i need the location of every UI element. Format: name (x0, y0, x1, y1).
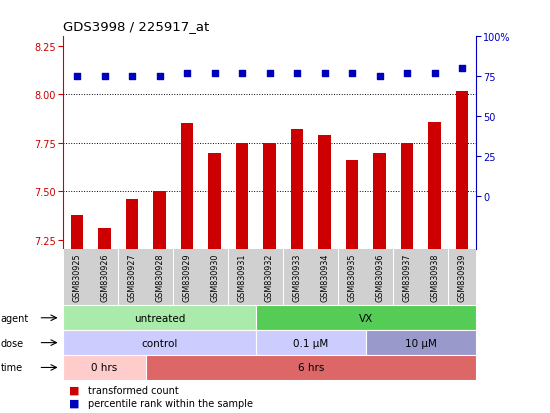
Bar (71, 215, 83, 250)
Bar (236, 144, 248, 250)
Point (403, 71, 411, 77)
Text: agent: agent (1, 313, 29, 323)
Text: GSM830933: GSM830933 (293, 253, 301, 301)
Text: transformed count: transformed count (88, 385, 179, 395)
Point (100, 74, 109, 81)
Point (430, 71, 439, 77)
Text: GSM830931: GSM830931 (238, 253, 246, 301)
Point (348, 71, 356, 77)
Text: untreated: untreated (134, 313, 185, 323)
Bar (181, 124, 193, 250)
Text: percentile rank within the sample: percentile rank within the sample (88, 398, 253, 408)
Text: GDS3998 / 225917_at: GDS3998 / 225917_at (63, 20, 210, 33)
Point (183, 71, 191, 77)
Point (128, 74, 136, 81)
Point (73, 74, 81, 81)
Text: GSM830927: GSM830927 (128, 253, 136, 301)
Text: GSM830935: GSM830935 (348, 253, 356, 301)
Bar (98, 229, 111, 250)
Text: GSM830926: GSM830926 (100, 253, 109, 301)
Text: GSM830929: GSM830929 (183, 253, 191, 301)
Text: GSM830938: GSM830938 (430, 253, 439, 301)
Bar (318, 136, 331, 250)
Point (375, 74, 384, 81)
Point (293, 71, 301, 77)
Bar (291, 130, 303, 250)
Text: GSM830928: GSM830928 (155, 253, 164, 301)
Text: GSM830937: GSM830937 (403, 253, 411, 301)
Bar (373, 153, 386, 250)
Text: GSM830936: GSM830936 (375, 253, 384, 301)
Bar (263, 144, 276, 250)
Point (238, 71, 246, 77)
Bar (153, 192, 166, 250)
Text: 0.1 μM: 0.1 μM (293, 338, 328, 348)
Text: VX: VX (359, 313, 373, 323)
Bar (428, 122, 441, 250)
Text: ■: ■ (69, 385, 79, 395)
Text: 10 μM: 10 μM (405, 338, 437, 348)
Text: GSM830930: GSM830930 (210, 253, 219, 301)
Point (155, 74, 164, 81)
Text: control: control (141, 338, 178, 348)
Text: 6 hrs: 6 hrs (298, 363, 324, 373)
Text: GSM830925: GSM830925 (73, 253, 81, 301)
Bar (346, 161, 358, 250)
Text: GSM830939: GSM830939 (458, 253, 466, 301)
Bar (208, 153, 221, 250)
Bar (401, 144, 413, 250)
Text: 0 hrs: 0 hrs (91, 363, 118, 373)
Point (210, 71, 219, 77)
Text: GSM830932: GSM830932 (265, 253, 274, 301)
Text: dose: dose (1, 338, 24, 348)
Bar (456, 91, 468, 250)
Text: time: time (1, 363, 23, 373)
Point (320, 71, 329, 77)
Bar (126, 199, 138, 250)
Point (265, 71, 274, 77)
Text: ■: ■ (69, 398, 79, 408)
Point (458, 66, 466, 72)
Text: GSM830934: GSM830934 (320, 253, 329, 301)
